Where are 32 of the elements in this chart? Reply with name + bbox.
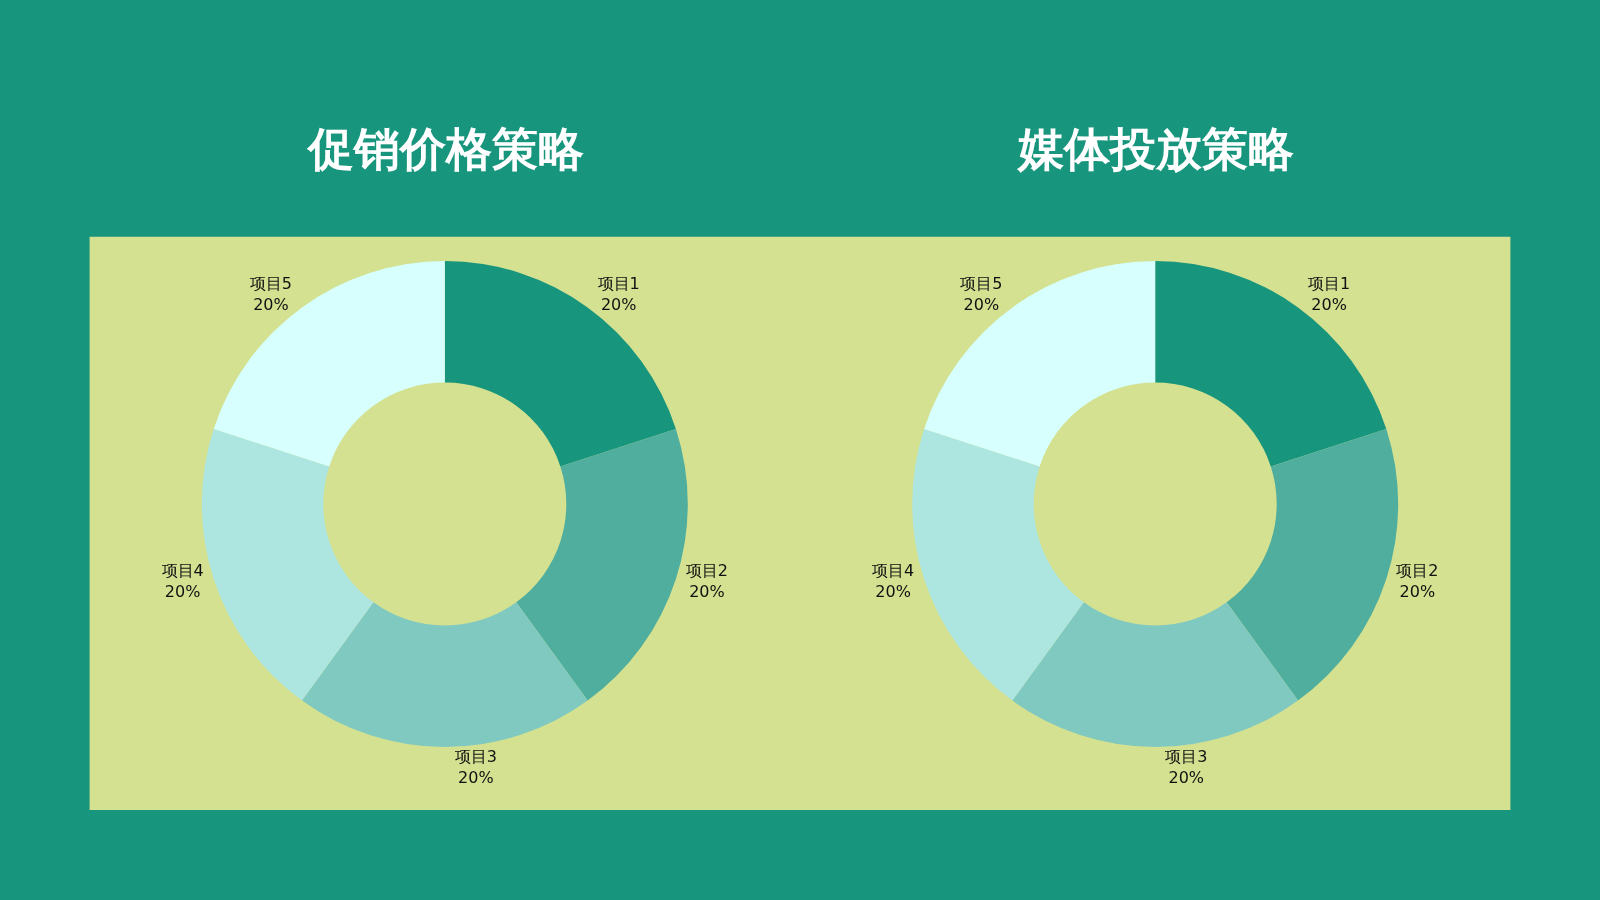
- donut-slice: [924, 261, 1156, 467]
- data-label: 20%: [1311, 295, 1347, 315]
- slice-label: 项目1: [1307, 274, 1351, 294]
- donut-slice: [516, 428, 688, 701]
- donut-slice: [912, 428, 1084, 701]
- slice-label: 项目5: [960, 274, 1003, 294]
- slice-label: 项目5: [249, 274, 293, 294]
- donut-slice: [213, 261, 445, 467]
- donut-slice: [202, 428, 374, 701]
- data-label: 20%: [1168, 767, 1205, 787]
- chart-title: 促销价格策略: [306, 122, 584, 176]
- slice-label: 项目2: [1396, 561, 1439, 581]
- data-label: 20%: [458, 767, 494, 787]
- donut-slice: [301, 602, 588, 747]
- slice-label: 项目4: [871, 561, 915, 581]
- slice-label: 项目3: [1165, 747, 1208, 766]
- data-label: 20%: [600, 295, 637, 315]
- data-label: 20%: [1399, 581, 1436, 601]
- data-label: 20%: [963, 295, 1000, 315]
- slice-label: 项目1: [597, 274, 640, 294]
- slice-label: 项目2: [685, 561, 729, 581]
- slice-label: 项目3: [454, 747, 497, 766]
- donut-slice: [444, 261, 676, 467]
- data-label: 20%: [689, 581, 725, 601]
- data-label: 20%: [875, 581, 911, 601]
- data-label: 20%: [164, 581, 201, 601]
- donut-slice: [1012, 602, 1299, 747]
- data-label: 20%: [253, 295, 289, 315]
- donut-slice: [1155, 261, 1387, 467]
- slice-label: 项目4: [161, 561, 204, 581]
- donut-slice: [1226, 428, 1398, 701]
- chart-title: 媒体投放策略: [1016, 122, 1294, 176]
